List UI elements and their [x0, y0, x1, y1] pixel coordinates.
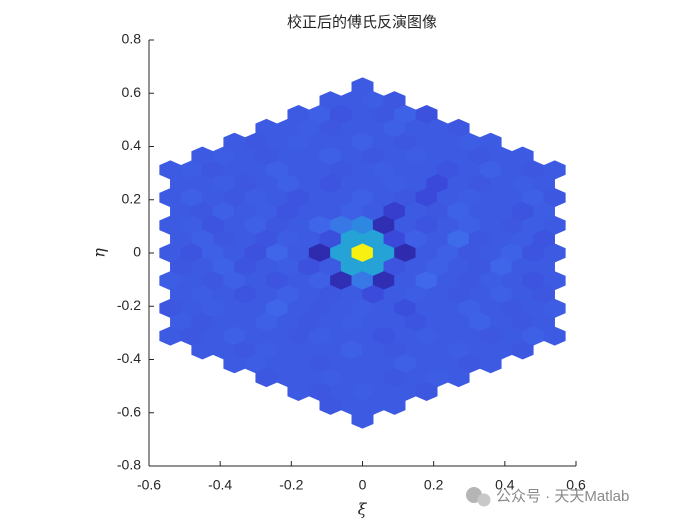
- watermark: 公众号 · 天天Matlab: [496, 488, 629, 505]
- y-tick-label: 0.8: [122, 31, 142, 47]
- hex-cells: [159, 77, 566, 429]
- watermark-icon: [466, 487, 491, 507]
- hex-cell: [351, 409, 374, 429]
- hex-cell: [479, 354, 502, 374]
- chart-title: 校正后的傅氏反演图像: [287, 13, 437, 31]
- y-axis-label: η: [90, 248, 109, 258]
- x-tick-label: -0.2: [279, 477, 303, 493]
- hex-cell: [415, 381, 438, 401]
- y-tick-label: -0.4: [117, 350, 141, 366]
- x-tick-label: -0.4: [208, 477, 232, 493]
- y-tick-label: 0.2: [122, 190, 142, 206]
- hex-cell: [511, 340, 534, 360]
- y-tick-label: -0.8: [117, 457, 141, 473]
- y-tick-label: -0.6: [117, 403, 141, 419]
- x-tick-label: 0.2: [424, 477, 444, 493]
- hex-cell: [383, 395, 406, 415]
- x-tick-label: -0.6: [137, 477, 161, 493]
- axes: -0.6 -0.4 -0.2 0 0.2 0.4 0.6 -0.8 -0.6 -0.4 -0.2 0 0…: [117, 31, 586, 493]
- hex-cell: [543, 326, 566, 346]
- y-tick-label: 0.4: [122, 137, 142, 153]
- x-tick-label: 0.6: [566, 477, 586, 493]
- y-tick-label: 0.6: [122, 84, 142, 100]
- y-tick-label: 0: [133, 244, 141, 260]
- hex-cell: [447, 368, 470, 388]
- y-tick-label: -0.2: [117, 297, 141, 313]
- x-axis-label: ξ: [358, 500, 368, 519]
- x-tick-label: 0: [359, 477, 367, 493]
- x-tick-label: 0.4: [495, 477, 515, 493]
